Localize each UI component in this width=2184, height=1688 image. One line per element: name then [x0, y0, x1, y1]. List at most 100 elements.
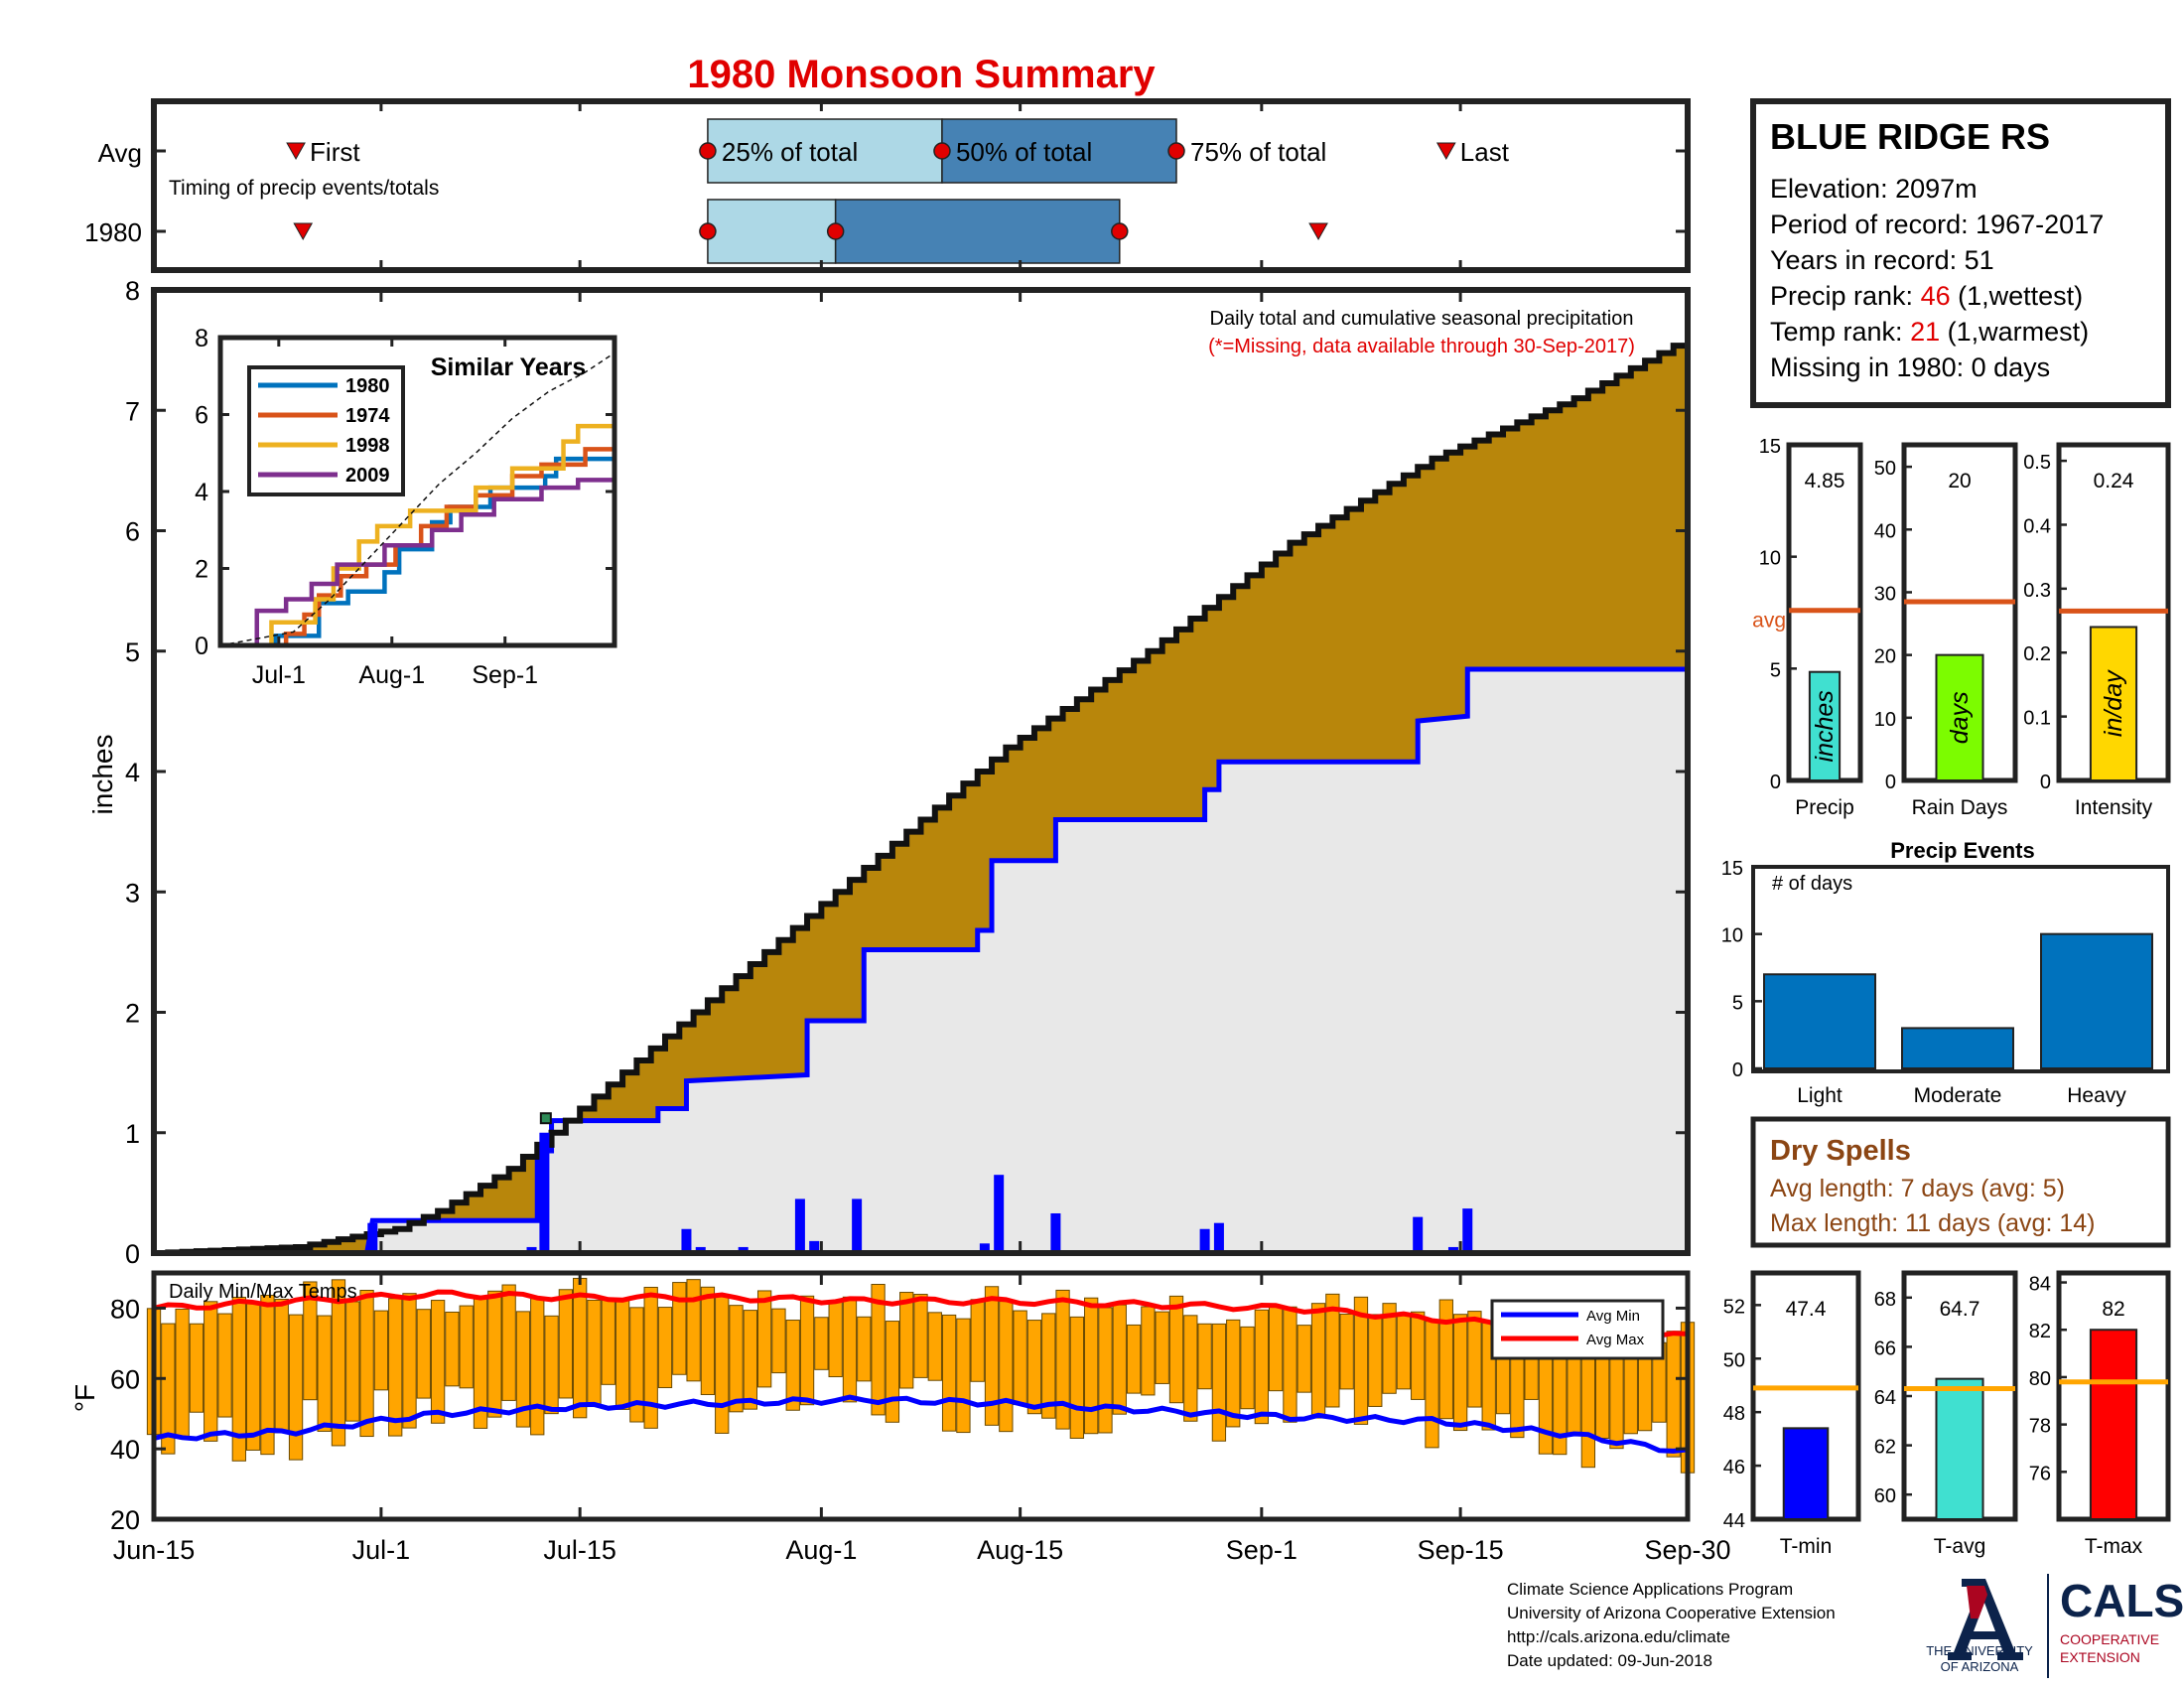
tavg-value: 64.7: [1940, 1298, 1980, 1321]
daily-temp-bar: [771, 1308, 786, 1374]
daily-temp-bar: [1411, 1311, 1426, 1400]
daily-temp-bar: [629, 1307, 644, 1423]
daily-temp-bar: [204, 1301, 218, 1442]
daily-temp-bar: [573, 1277, 588, 1419]
daily-temp-bar: [814, 1317, 829, 1370]
timing-first-label: First: [310, 137, 360, 167]
avg-max-line: [153, 1289, 1689, 1339]
inset-legend-items: 1980 1974 1998 2009: [258, 375, 390, 487]
tmin-y-tick-label: 50: [1723, 1349, 1745, 1371]
tmin-label: T-min: [1780, 1535, 1833, 1558]
daily-temp-bar: [1183, 1315, 1198, 1422]
daily-temp-bar: [1368, 1314, 1383, 1407]
daily-temp-bar: [1396, 1314, 1412, 1390]
inset-title: Similar Years: [431, 353, 587, 381]
daily-temp-bar: [828, 1301, 843, 1378]
legend-avg-max-label: Avg Max: [1586, 1332, 1645, 1348]
precip-panel: 0 5 10 15 4.85 inches Precip avg: [1752, 436, 1863, 819]
daily-precip-bar: [695, 1246, 706, 1253]
timing-last-marker: [1308, 222, 1328, 241]
dry-spells-max: Max length: 11 days (avg: 14): [1770, 1209, 2096, 1237]
raindays-y-tick-label: 50: [1874, 458, 1896, 480]
station-info: BLUE RIDGE RS Elevation: 2097m Period of…: [1750, 98, 2171, 408]
station-box: [1750, 98, 2171, 408]
daily-temp-bar: [927, 1312, 942, 1381]
daily-temp-bar: [1155, 1311, 1169, 1384]
daily-precip-bar: [738, 1246, 749, 1253]
precip-y-tick-label: 10: [1759, 548, 1781, 570]
daily-precip-bar: [681, 1228, 692, 1253]
temp-rank-value: 21: [1910, 317, 1940, 347]
tavg-y-tick-label: 66: [1874, 1337, 1896, 1359]
raindays-y-tick-label: 0: [1885, 772, 1896, 793]
precip-y-tick-label: 6: [125, 517, 140, 547]
intensity-y-tick-label: 0.1: [2023, 708, 2051, 730]
footer: Climate Science Applications Program Uni…: [1507, 1574, 2184, 1678]
cals-logo: CALS: [2060, 1575, 2184, 1626]
daily-temp-bar: [941, 1314, 957, 1432]
daily-temp-bar: [715, 1294, 730, 1434]
raindays-unit: days: [1946, 691, 1974, 744]
daily-temp-bar: [175, 1308, 190, 1438]
daily-temp-bar: [700, 1286, 716, 1395]
timing-q50-marker: [933, 142, 951, 160]
events-title: Precip Events: [1890, 838, 2035, 863]
inset-y-tick-label: 4: [195, 479, 208, 506]
inset-legend: 1980 1974 1998 2009: [247, 365, 405, 496]
date-tick-label: Aug-15: [977, 1535, 1063, 1565]
daily-temp-bar: [260, 1294, 275, 1456]
temps-legend: Avg Min Avg Max: [1490, 1299, 1665, 1360]
events-bars: 0 5 10 15 Light Moderate Heavy: [1721, 858, 2153, 1107]
daily-temp-bar: [359, 1289, 374, 1438]
daily-temp-bar: [288, 1314, 304, 1461]
daily-precip-bar: [794, 1198, 805, 1253]
daily-temp-bar: [487, 1290, 502, 1418]
daily-temp-bar: [515, 1311, 531, 1428]
daily-temp-bar: [1425, 1321, 1439, 1449]
intensity-y-tick-label: 0.4: [2023, 515, 2051, 537]
daily-temp-bar: [1268, 1305, 1284, 1392]
station-years: Years in record: 51: [1770, 245, 1994, 275]
daily-precip-bar: [367, 1222, 378, 1253]
daily-precip-bar: [1462, 1208, 1473, 1253]
daily-temp-bar: [657, 1307, 673, 1388]
intensity-y-tick-label: 0.3: [2023, 580, 2051, 602]
daily-temp-bar: [1382, 1303, 1397, 1394]
daily-temp-bar: [871, 1283, 886, 1416]
timing-q75-marker: [1111, 222, 1129, 240]
daily-temp-bar: [643, 1286, 658, 1429]
raindays-value: 20: [1948, 470, 1971, 492]
daily-precip-bar: [1447, 1246, 1458, 1253]
precip-y-tick-label: 2: [125, 999, 140, 1029]
daily-temp-bar: [217, 1313, 232, 1418]
precip-plot: [154, 338, 1691, 1256]
daily-temp-bar: [1666, 1331, 1681, 1458]
daily-temp-bar: [672, 1282, 687, 1375]
timing-q25-marker: [699, 142, 717, 160]
intensity-y-tick-label: 0: [2040, 772, 2051, 793]
timing-row-avg: Avg: [98, 138, 142, 168]
daily-temp-bar: [756, 1290, 772, 1388]
timing-q50-marker: [826, 222, 845, 240]
tmax-value: 82: [2102, 1298, 2124, 1321]
date-axis: Jun-15 Jul-1 Jul-15 Aug-1 Aug-15 Sep-1 Sep-15 S…: [113, 1273, 1731, 1565]
daily-temp-bar: [459, 1305, 474, 1389]
timing-q25-label: 25% of total: [722, 137, 858, 167]
daily-temp-bar: [1026, 1320, 1042, 1415]
daily-temp-bar: [189, 1323, 205, 1413]
daily-temp-bar: [857, 1316, 872, 1382]
footer-line-3: http://cals.arizona.edu/climate: [1507, 1627, 1730, 1646]
intensity-label: Intensity: [2075, 796, 2153, 819]
event-bar-heavy: [2040, 932, 2153, 1070]
precip-y-tick-label: 3: [125, 878, 140, 908]
tavg-panel: 60 62 64 66 68 64.7 T-avg: [1874, 1270, 2018, 1558]
daily-temp-bar: [1197, 1323, 1212, 1390]
temps-y-tick-label: 60: [110, 1364, 140, 1394]
timing-q50-q75-box: [941, 118, 1177, 184]
inset-x-tick-label: Jul-1: [252, 661, 306, 689]
daily-temp-bar: [686, 1279, 701, 1382]
intensity-y-tick-label: 0.5: [2023, 452, 2051, 474]
daily-temp-bar: [530, 1298, 545, 1436]
daily-temp-bar: [729, 1305, 744, 1413]
